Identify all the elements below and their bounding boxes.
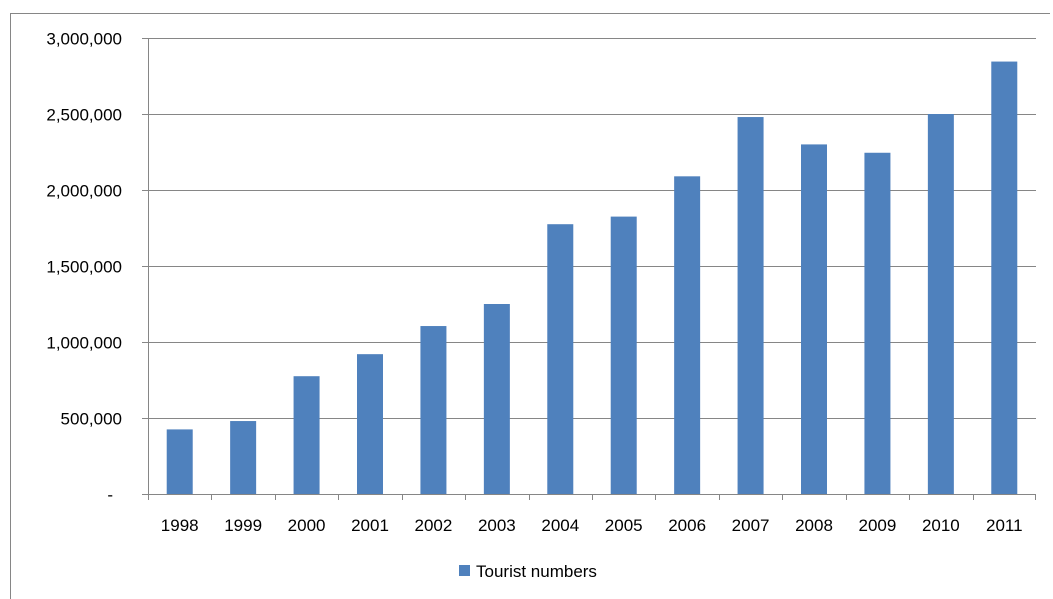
y-tick-label: - [107, 486, 113, 505]
bar-2005 [610, 216, 637, 494]
x-tick-label: 2004 [541, 516, 579, 535]
bar-2009 [864, 152, 891, 494]
bar-2004 [547, 224, 574, 494]
gridlines [142, 38, 1036, 495]
x-tick-label: 2002 [415, 516, 453, 535]
bar-1998 [166, 429, 193, 494]
legend: Tourist numbers [459, 562, 597, 581]
x-tick-label: 2008 [795, 516, 833, 535]
x-tick-label: 2007 [732, 516, 770, 535]
y-tick-label: 1,000,000 [46, 334, 122, 353]
bar-2006 [674, 176, 701, 494]
y-tick-label: 2,000,000 [46, 182, 122, 201]
x-tick-label: 2011 [986, 516, 1023, 535]
legend-label: Tourist numbers [476, 562, 597, 581]
x-tick-label: 2001 [351, 516, 389, 535]
x-tick-labels: 1998 1999 2000 2001 2002 2003 2004 2005 2006 2007… [161, 516, 1023, 535]
x-tick-label: 2005 [605, 516, 643, 535]
x-tick-label: 2010 [922, 516, 960, 535]
bar-2003 [483, 304, 510, 494]
x-tick-label: 2009 [859, 516, 897, 535]
bar-2002 [420, 326, 447, 494]
bar-1999 [230, 421, 257, 494]
chart-frame [10, 13, 1050, 599]
axes [148, 38, 1036, 500]
x-tick-label: 1999 [224, 516, 262, 535]
x-tick-label: 2003 [478, 516, 516, 535]
bars [166, 61, 1018, 495]
x-tick-label: 2006 [668, 516, 706, 535]
bar-2010 [927, 114, 954, 494]
y-tick-labels: - 500,000 1,000,000 1,500,000 2,000,000 2,500… [46, 30, 122, 505]
y-tick-label: 3,000,000 [46, 30, 122, 49]
y-tick-label: 1,500,000 [46, 258, 122, 277]
x-tick-label: 2000 [288, 516, 326, 535]
bar-2007 [737, 117, 764, 494]
y-tick-label: 500,000 [61, 410, 122, 429]
bar-2011 [991, 61, 1018, 495]
y-tick-label: 2,500,000 [46, 106, 122, 125]
bar-2008 [801, 144, 827, 494]
bar-2001 [357, 354, 383, 494]
bar-2000 [293, 376, 320, 494]
x-tick-label: 1998 [161, 516, 199, 535]
legend-swatch [459, 565, 470, 576]
